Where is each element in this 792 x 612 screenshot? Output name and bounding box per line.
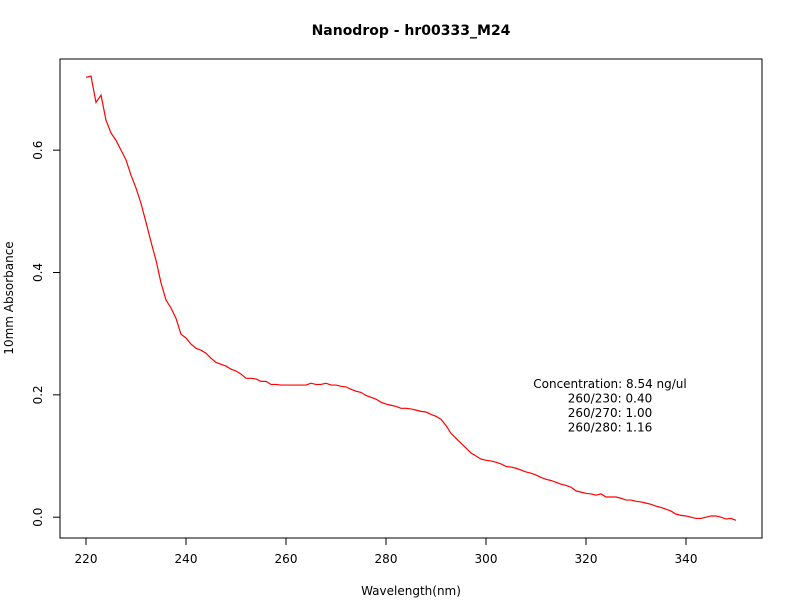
chart-title: Nanodrop - hr00333_M24 <box>312 23 511 39</box>
y-axis-label: 10mm Absorbance <box>2 241 16 354</box>
y-tick-label: 0.2 <box>31 385 45 404</box>
x-axis-label: Wavelength(nm) <box>361 584 461 598</box>
annotation: 260/270: 1.00 <box>568 406 652 420</box>
y-tick-label: 0.0 <box>31 508 45 527</box>
annotation: Concentration: 8.54 ng/ul <box>533 377 687 391</box>
x-tick-label: 240 <box>175 552 198 566</box>
x-tick-label: 280 <box>375 552 398 566</box>
x-tick-label: 320 <box>575 552 598 566</box>
annotation: 260/280: 1.16 <box>568 421 652 435</box>
annotation: 260/230: 0.40 <box>568 392 652 406</box>
data-line <box>85 75 737 521</box>
x-tick-label: 220 <box>75 552 98 566</box>
y-tick-label: 0.6 <box>31 141 45 160</box>
y-tick-label: 0.4 <box>31 263 45 282</box>
x-tick-label: 340 <box>675 552 698 566</box>
x-tick-label: 300 <box>475 552 498 566</box>
x-tick-label: 260 <box>275 552 298 566</box>
